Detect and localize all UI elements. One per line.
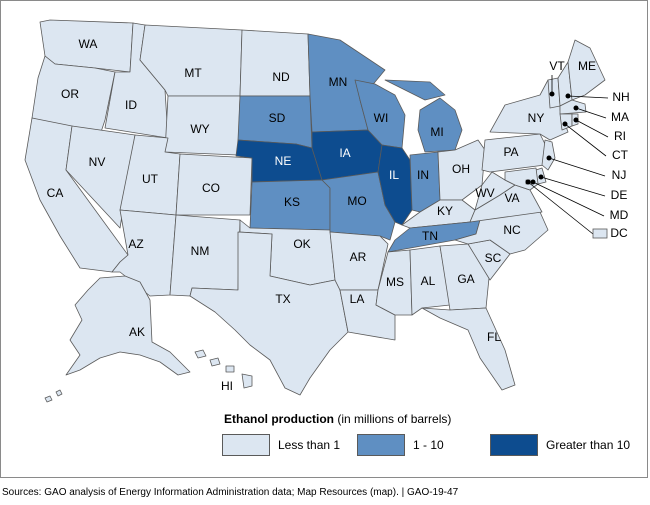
label-sd: SD — [269, 111, 286, 125]
label-md: MD — [610, 208, 629, 222]
dc-swatch — [592, 228, 608, 239]
legend-swatch-high — [490, 434, 538, 456]
label-nm: NM — [191, 244, 210, 258]
legend-label-high: Greater than 10 — [546, 438, 631, 452]
label-ga: GA — [457, 272, 474, 286]
label-wv: WV — [475, 186, 494, 200]
source-note: Sources: GAO analysis of Energy Informat… — [2, 487, 459, 498]
label-az: AZ — [128, 237, 143, 251]
state-nj — [541, 139, 556, 171]
label-ms: MS — [386, 275, 404, 289]
legend-title-bold: Ethanol production — [224, 412, 334, 426]
legend-item-mid: 1 - 10 — [357, 433, 444, 457]
label-pa: PA — [503, 145, 518, 159]
label-ri: RI — [614, 129, 626, 143]
state-nc — [454, 211, 549, 255]
state-md — [504, 167, 539, 191]
label-dc: DC — [610, 226, 628, 240]
callout-leaders — [525, 75, 609, 235]
legend-title-rest: (in millions of barrels) — [334, 412, 452, 426]
label-nj: NJ — [612, 168, 627, 182]
label-sc: SC — [485, 251, 502, 265]
label-wy: WY — [190, 122, 209, 136]
state-co — [175, 153, 253, 216]
label-ia: IA — [339, 146, 350, 160]
state-tx — [189, 231, 349, 396]
label-ky: KY — [437, 204, 453, 218]
label-tx: TX — [275, 292, 290, 306]
label-ut: UT — [142, 172, 159, 186]
legend-item-high: Greater than 10 — [490, 433, 630, 457]
label-wi: WI — [374, 111, 389, 125]
label-ma: MA — [611, 110, 629, 124]
label-ks: KS — [284, 195, 300, 209]
label-hi: HI — [221, 379, 233, 393]
label-vt: VT — [549, 59, 565, 73]
legend-label-low: Less than 1 — [278, 438, 341, 452]
label-oh: OH — [452, 162, 470, 176]
state-ma — [559, 99, 587, 115]
legend-title: Ethanol production (in millions of barre… — [224, 412, 451, 426]
label-me: ME — [578, 59, 596, 73]
label-in: IN — [417, 168, 429, 182]
label-ok: OK — [293, 237, 310, 251]
label-nd: ND — [272, 70, 290, 84]
label-fl: FL — [487, 330, 501, 344]
label-ny: NY — [528, 111, 545, 125]
label-mi: MI — [430, 125, 443, 139]
label-mt: MT — [184, 66, 202, 80]
state-ga — [439, 243, 491, 311]
label-ar: AR — [350, 250, 367, 264]
state-al — [409, 245, 451, 316]
label-nh: NH — [612, 90, 629, 104]
label-co: CO — [202, 181, 220, 195]
label-al: AL — [421, 274, 436, 288]
state-ak — [65, 275, 191, 376]
label-va: VA — [504, 191, 519, 205]
label-mn: MN — [329, 75, 348, 89]
state-or — [31, 55, 116, 136]
legend-swatch-mid — [357, 434, 405, 456]
label-nv: NV — [89, 155, 106, 169]
state-ak-islands — [44, 389, 63, 403]
label-tn: TN — [422, 229, 438, 243]
state-fl — [421, 307, 516, 391]
label-id: ID — [125, 98, 137, 112]
state-hi — [194, 349, 253, 389]
label-or: OR — [61, 87, 79, 101]
legend-swatch-low — [222, 434, 270, 456]
label-de: DE — [611, 188, 628, 202]
label-ne: NE — [275, 154, 292, 168]
label-wa: WA — [79, 37, 98, 51]
legend-label-mid: 1 - 10 — [413, 438, 444, 452]
state-nd — [239, 29, 311, 97]
state-nv — [65, 125, 136, 229]
label-ct: CT — [612, 148, 629, 162]
legend-item-low: Less than 1 — [222, 433, 340, 457]
label-il: IL — [389, 168, 399, 182]
label-la: LA — [350, 292, 365, 306]
label-nc: NC — [503, 223, 521, 237]
state-mi — [384, 79, 463, 153]
label-ak: AK — [129, 325, 145, 339]
label-ca: CA — [47, 186, 64, 200]
label-mo: MO — [347, 194, 366, 208]
